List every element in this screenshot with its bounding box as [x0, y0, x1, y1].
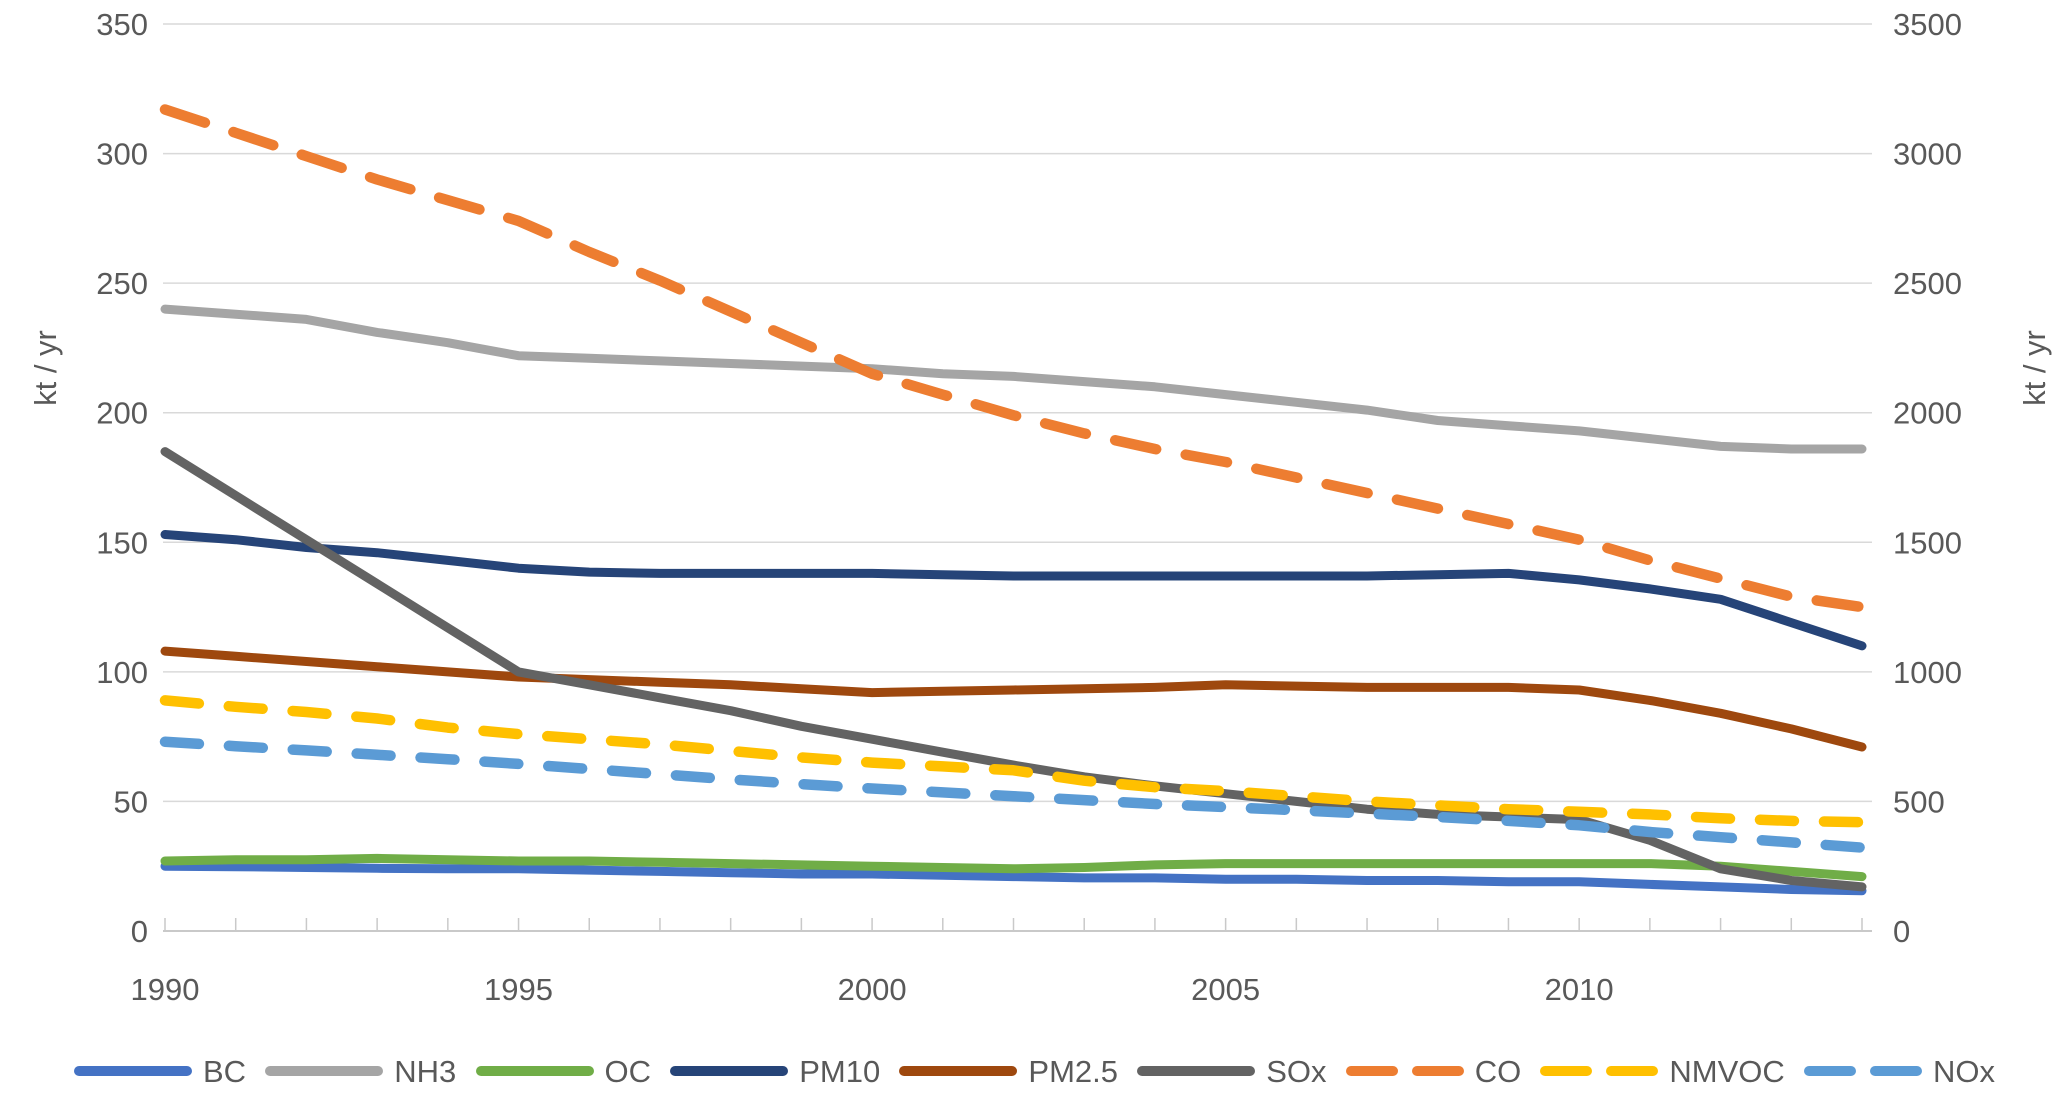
legend: BC NH3 OC PM10 PM2.5 SOx CO NMVOC NOx	[74, 1046, 1995, 1096]
legend-label: OC	[604, 1053, 652, 1089]
series-line-pm10	[160, 530, 1867, 651]
legend-label: PM10	[799, 1053, 881, 1089]
left-axis-title: kt / yr	[28, 330, 63, 406]
series-line-nmvoc	[159, 695, 1868, 828]
solid-line-swatch-icon	[265, 1066, 384, 1076]
legend-item-pm25: PM2.5	[899, 1056, 1118, 1087]
legend-item-nh3: NH3	[265, 1056, 456, 1087]
x-axis-tick-label: 2005	[1191, 972, 1260, 1007]
legend-item-nox: NOx	[1804, 1056, 1995, 1087]
right-axis-tick-label: 1000	[1893, 655, 1962, 690]
legend-item-sox: SOx	[1137, 1053, 1327, 1089]
series-line-nh3	[160, 304, 1867, 454]
right-axis-tick-label: 1500	[1893, 525, 1962, 560]
solid-line-swatch-icon	[899, 1066, 1018, 1076]
swatch-segment	[1606, 1066, 1659, 1076]
swatch-segment	[74, 1066, 192, 1076]
left-axis-tick-label: 250	[96, 266, 148, 301]
swatch-segment	[1345, 1066, 1398, 1076]
swatch-segment	[475, 1066, 594, 1076]
legend-item-oc: OC	[475, 1053, 652, 1089]
legend-label: NOx	[1933, 1053, 1995, 1089]
x-axis-tick-label: 2010	[1545, 972, 1614, 1007]
left-axis-tick-label: 200	[96, 396, 148, 431]
right-axis-tick-label: 500	[1893, 784, 1945, 819]
legend-item-pm10: PM10	[670, 1056, 880, 1087]
dashed-line-swatch-icon	[1345, 1066, 1464, 1076]
swatch-segment	[1804, 1066, 1856, 1076]
left-axis-tick-label: 300	[96, 137, 148, 172]
series-line-co	[159, 104, 1868, 613]
series-line-oc	[160, 853, 1867, 882]
x-axis-tick-label: 1995	[484, 972, 553, 1007]
legend-label: SOx	[1266, 1053, 1327, 1089]
solid-line-swatch-icon	[1137, 1066, 1256, 1076]
left-axis-tick-label: 350	[96, 7, 148, 42]
left-axis-tick-label: 0	[131, 914, 148, 949]
legend-label: PM2.5	[1028, 1053, 1118, 1089]
swatch-segment	[1137, 1066, 1256, 1076]
right-axis-tick-label: 2000	[1893, 396, 1962, 431]
series-line-bc	[160, 861, 1867, 896]
right-axis-tick-label: 0	[1893, 914, 1910, 949]
swatch-segment	[899, 1066, 1018, 1076]
right-axis-tick-label: 2500	[1893, 266, 1962, 301]
legend-item-nmvoc: NMVOC	[1540, 1053, 1785, 1089]
dashed-line-swatch-icon	[1804, 1066, 1922, 1076]
swatch-segment	[1870, 1066, 1922, 1076]
dashed-line-swatch-icon	[1540, 1066, 1659, 1076]
right-axis-tick-label: 3000	[1893, 137, 1962, 172]
swatch-segment	[670, 1066, 789, 1076]
legend-item-bc: BC	[74, 1056, 246, 1087]
legend-label: BC	[203, 1053, 247, 1089]
solid-line-swatch-icon	[670, 1066, 789, 1076]
solid-line-swatch-icon	[475, 1066, 594, 1076]
left-axis-tick-label: 50	[114, 784, 148, 819]
left-axis-tick-label: 100	[96, 655, 148, 690]
legend-label: NH3	[394, 1053, 457, 1089]
swatch-segment	[1540, 1066, 1593, 1076]
legend-item-co: CO	[1345, 1053, 1522, 1089]
series-line-nox	[159, 736, 1868, 853]
left-axis-tick-label: 150	[96, 525, 148, 560]
swatch-segment	[265, 1066, 384, 1076]
right-axis-title: kt / yr	[2017, 330, 2052, 406]
swatch-segment	[1411, 1066, 1464, 1076]
solid-line-swatch-icon	[74, 1066, 192, 1076]
legend-label: NMVOC	[1669, 1053, 1785, 1089]
series-line-pm25	[160, 646, 1867, 752]
right-axis-tick-label: 3500	[1893, 7, 1962, 42]
x-axis-tick-label: 2000	[838, 972, 907, 1007]
legend-label: CO	[1474, 1053, 1522, 1089]
x-axis-tick-label: 1990	[131, 972, 200, 1007]
